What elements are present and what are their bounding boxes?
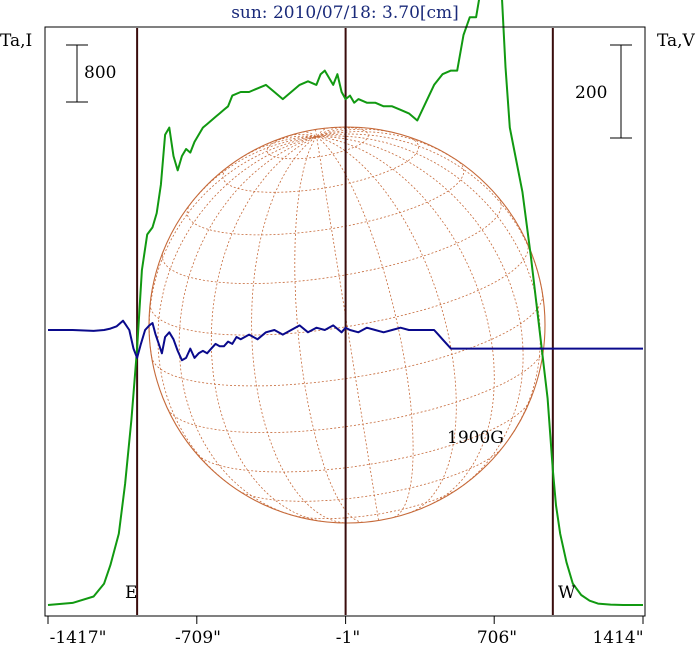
meridian-line <box>316 127 329 137</box>
x-tick-label: -709" <box>175 628 221 648</box>
meridian-line <box>316 136 457 514</box>
east-label: E <box>125 583 137 603</box>
west-label: W <box>558 583 576 603</box>
polarization-series-line <box>48 319 643 362</box>
parallel-line <box>186 160 465 236</box>
left-axis-label: Ta,I <box>0 31 32 51</box>
meridian-line <box>316 131 458 162</box>
parallel-line <box>167 348 544 433</box>
series-group <box>47 0 643 606</box>
polarization-scale-label: 200 <box>575 83 607 103</box>
intensity-series-line <box>47 0 643 606</box>
meridian-line <box>316 136 495 504</box>
meridian-line <box>251 136 349 524</box>
meridian-line <box>316 136 524 488</box>
x-tick-label: -1417" <box>50 628 107 648</box>
meridian-line <box>210 136 322 522</box>
meridian-line <box>302 131 317 137</box>
meridian-line <box>316 135 541 439</box>
solar-disk-grid <box>148 126 546 524</box>
meridian-line <box>316 133 543 294</box>
parallel-line <box>238 448 503 502</box>
meridian-line <box>190 136 317 205</box>
meridian-line <box>178 136 317 516</box>
parallel-line <box>161 196 502 284</box>
x-tick-label: 706" <box>477 628 517 648</box>
field-annotation: 1900G <box>447 428 504 448</box>
parallel-line <box>266 126 369 160</box>
limb-lines <box>136 28 554 615</box>
meridian-line <box>266 135 317 145</box>
meridian-line <box>240 136 317 159</box>
x-ticks: -1417" -709" -1" 706" 1414" <box>47 616 644 648</box>
meridian-line <box>316 128 395 137</box>
chart-title: sun: 2010/07/18: 3.70[cm] <box>231 3 459 23</box>
polarization-scale-bar <box>610 44 632 139</box>
intensity-scale-label: 800 <box>84 63 116 83</box>
right-axis-label: Ta,V <box>657 31 696 51</box>
x-tick-label: -1" <box>336 628 360 648</box>
parallel-line <box>151 293 544 387</box>
x-tick-label: 1414" <box>592 628 643 648</box>
parallel-line <box>222 135 419 193</box>
meridian-line <box>294 136 363 523</box>
meridian-line <box>157 136 317 485</box>
parallel-line <box>149 243 529 336</box>
meridian-line <box>290 133 317 137</box>
meridian-line <box>148 136 317 357</box>
meridian-line <box>316 126 342 137</box>
meridian-line <box>316 127 367 137</box>
intensity-scale-bar <box>66 44 88 103</box>
